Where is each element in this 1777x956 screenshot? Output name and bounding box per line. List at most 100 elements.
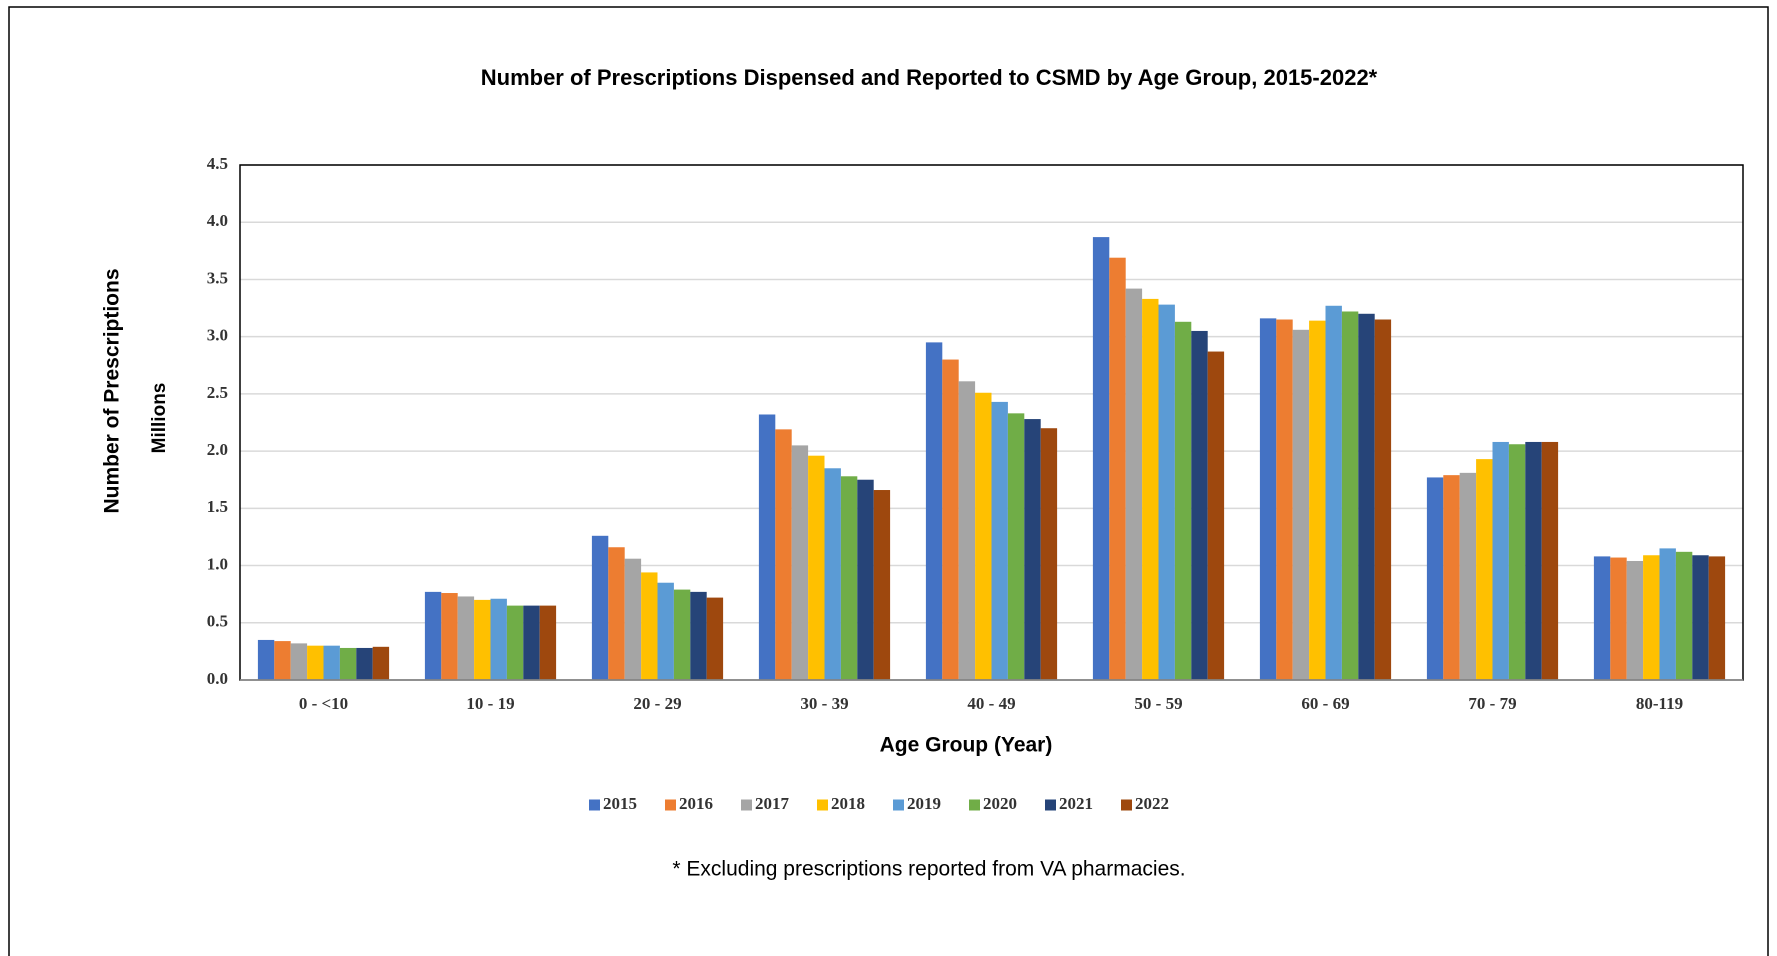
bar	[523, 605, 540, 680]
legend-label: 2021	[1059, 794, 1093, 813]
legend-label: 2017	[755, 794, 790, 813]
bar	[1142, 298, 1159, 680]
legend-swatch	[1045, 799, 1056, 811]
bar	[274, 641, 291, 680]
bar	[1125, 288, 1143, 680]
bar	[975, 392, 992, 680]
y-tick-label: 2.5	[207, 383, 228, 402]
bar	[1692, 555, 1709, 680]
y-tick-label: 1.5	[207, 497, 228, 516]
bar	[1643, 555, 1660, 680]
legend-label: 2019	[907, 794, 941, 813]
bar	[657, 582, 674, 680]
bar	[991, 401, 1008, 680]
bar	[791, 445, 809, 680]
bar	[1610, 557, 1627, 680]
y-tick-label: 3.5	[207, 268, 228, 287]
x-tick-label: 10 - 19	[466, 694, 514, 713]
x-axis-label: Age Group (Year)	[880, 734, 1053, 757]
bar	[1109, 257, 1126, 680]
bar	[690, 591, 707, 680]
legend-swatch	[741, 799, 752, 811]
y-tick-label: 3.0	[207, 326, 228, 345]
bar	[857, 479, 874, 680]
bar	[958, 381, 976, 680]
bar	[1459, 472, 1477, 680]
bar	[372, 646, 390, 680]
x-tick-label: 40 - 49	[967, 694, 1015, 713]
bar	[1276, 319, 1293, 680]
bar	[942, 359, 959, 680]
y-axis-label: Number of Prescriptions	[101, 268, 124, 513]
bar	[1259, 318, 1277, 680]
bar	[1007, 413, 1025, 680]
bar	[356, 647, 373, 680]
bar	[339, 647, 357, 680]
bar	[1443, 475, 1460, 680]
x-tick-label: 70 - 79	[1468, 694, 1516, 713]
bar	[1191, 330, 1208, 680]
y-tick-label: 2.0	[207, 440, 228, 459]
bar	[490, 598, 507, 680]
bar	[1541, 441, 1559, 680]
bar	[307, 645, 324, 680]
bar	[457, 596, 475, 680]
legend-label: 2022	[1135, 794, 1169, 813]
bar	[1092, 237, 1110, 680]
bar	[506, 605, 524, 680]
bar	[1040, 428, 1058, 680]
x-tick-label: 80-119	[1636, 694, 1683, 713]
bar	[608, 547, 625, 680]
bar	[758, 414, 776, 680]
footnote: * Excluding prescriptions reported from …	[672, 858, 1185, 881]
legend-label: 2018	[831, 794, 865, 813]
legend-swatch	[589, 799, 600, 811]
bar	[1492, 441, 1509, 680]
y-tick-label: 4.5	[207, 154, 228, 173]
bar	[1374, 319, 1392, 680]
bar	[1207, 351, 1225, 680]
bar	[873, 490, 891, 680]
bar	[1309, 320, 1326, 680]
bar	[1358, 313, 1375, 680]
bar	[925, 342, 943, 680]
bar	[1174, 321, 1192, 680]
legend-swatch	[969, 799, 980, 811]
y-tick-label: 4.0	[207, 211, 228, 230]
bar	[424, 591, 442, 680]
bar	[591, 535, 609, 680]
bar	[441, 593, 458, 680]
y-tick-label: 1.0	[207, 554, 228, 573]
legend-swatch	[893, 799, 904, 811]
bar	[840, 476, 858, 680]
y-tick-label: 0.0	[207, 669, 228, 688]
legend-label: 2020	[983, 794, 1017, 813]
bar	[1325, 305, 1342, 680]
bar	[1024, 419, 1041, 680]
bar	[1659, 548, 1676, 680]
legend-label: 2015	[603, 794, 637, 813]
bar	[1626, 560, 1644, 680]
x-tick-label: 30 - 39	[800, 694, 848, 713]
legend-swatch	[665, 799, 676, 811]
bar	[323, 645, 340, 680]
bar	[706, 597, 724, 680]
bar	[1508, 444, 1526, 680]
bar	[1593, 556, 1611, 680]
chart-title: Number of Prescriptions Dispensed and Re…	[481, 65, 1378, 90]
x-tick-label: 60 - 69	[1301, 694, 1349, 713]
legend-swatch	[817, 799, 828, 811]
bar	[1525, 441, 1542, 680]
bar	[1341, 311, 1359, 680]
bar	[474, 599, 491, 680]
x-tick-label: 0 - <10	[299, 694, 348, 713]
bar	[1708, 556, 1726, 680]
bar	[1292, 329, 1310, 680]
bar	[775, 429, 792, 680]
y-tick-label: 0.5	[207, 612, 228, 631]
bar	[257, 639, 275, 680]
bar	[1476, 459, 1493, 680]
bar	[808, 455, 825, 680]
bar	[290, 643, 308, 680]
